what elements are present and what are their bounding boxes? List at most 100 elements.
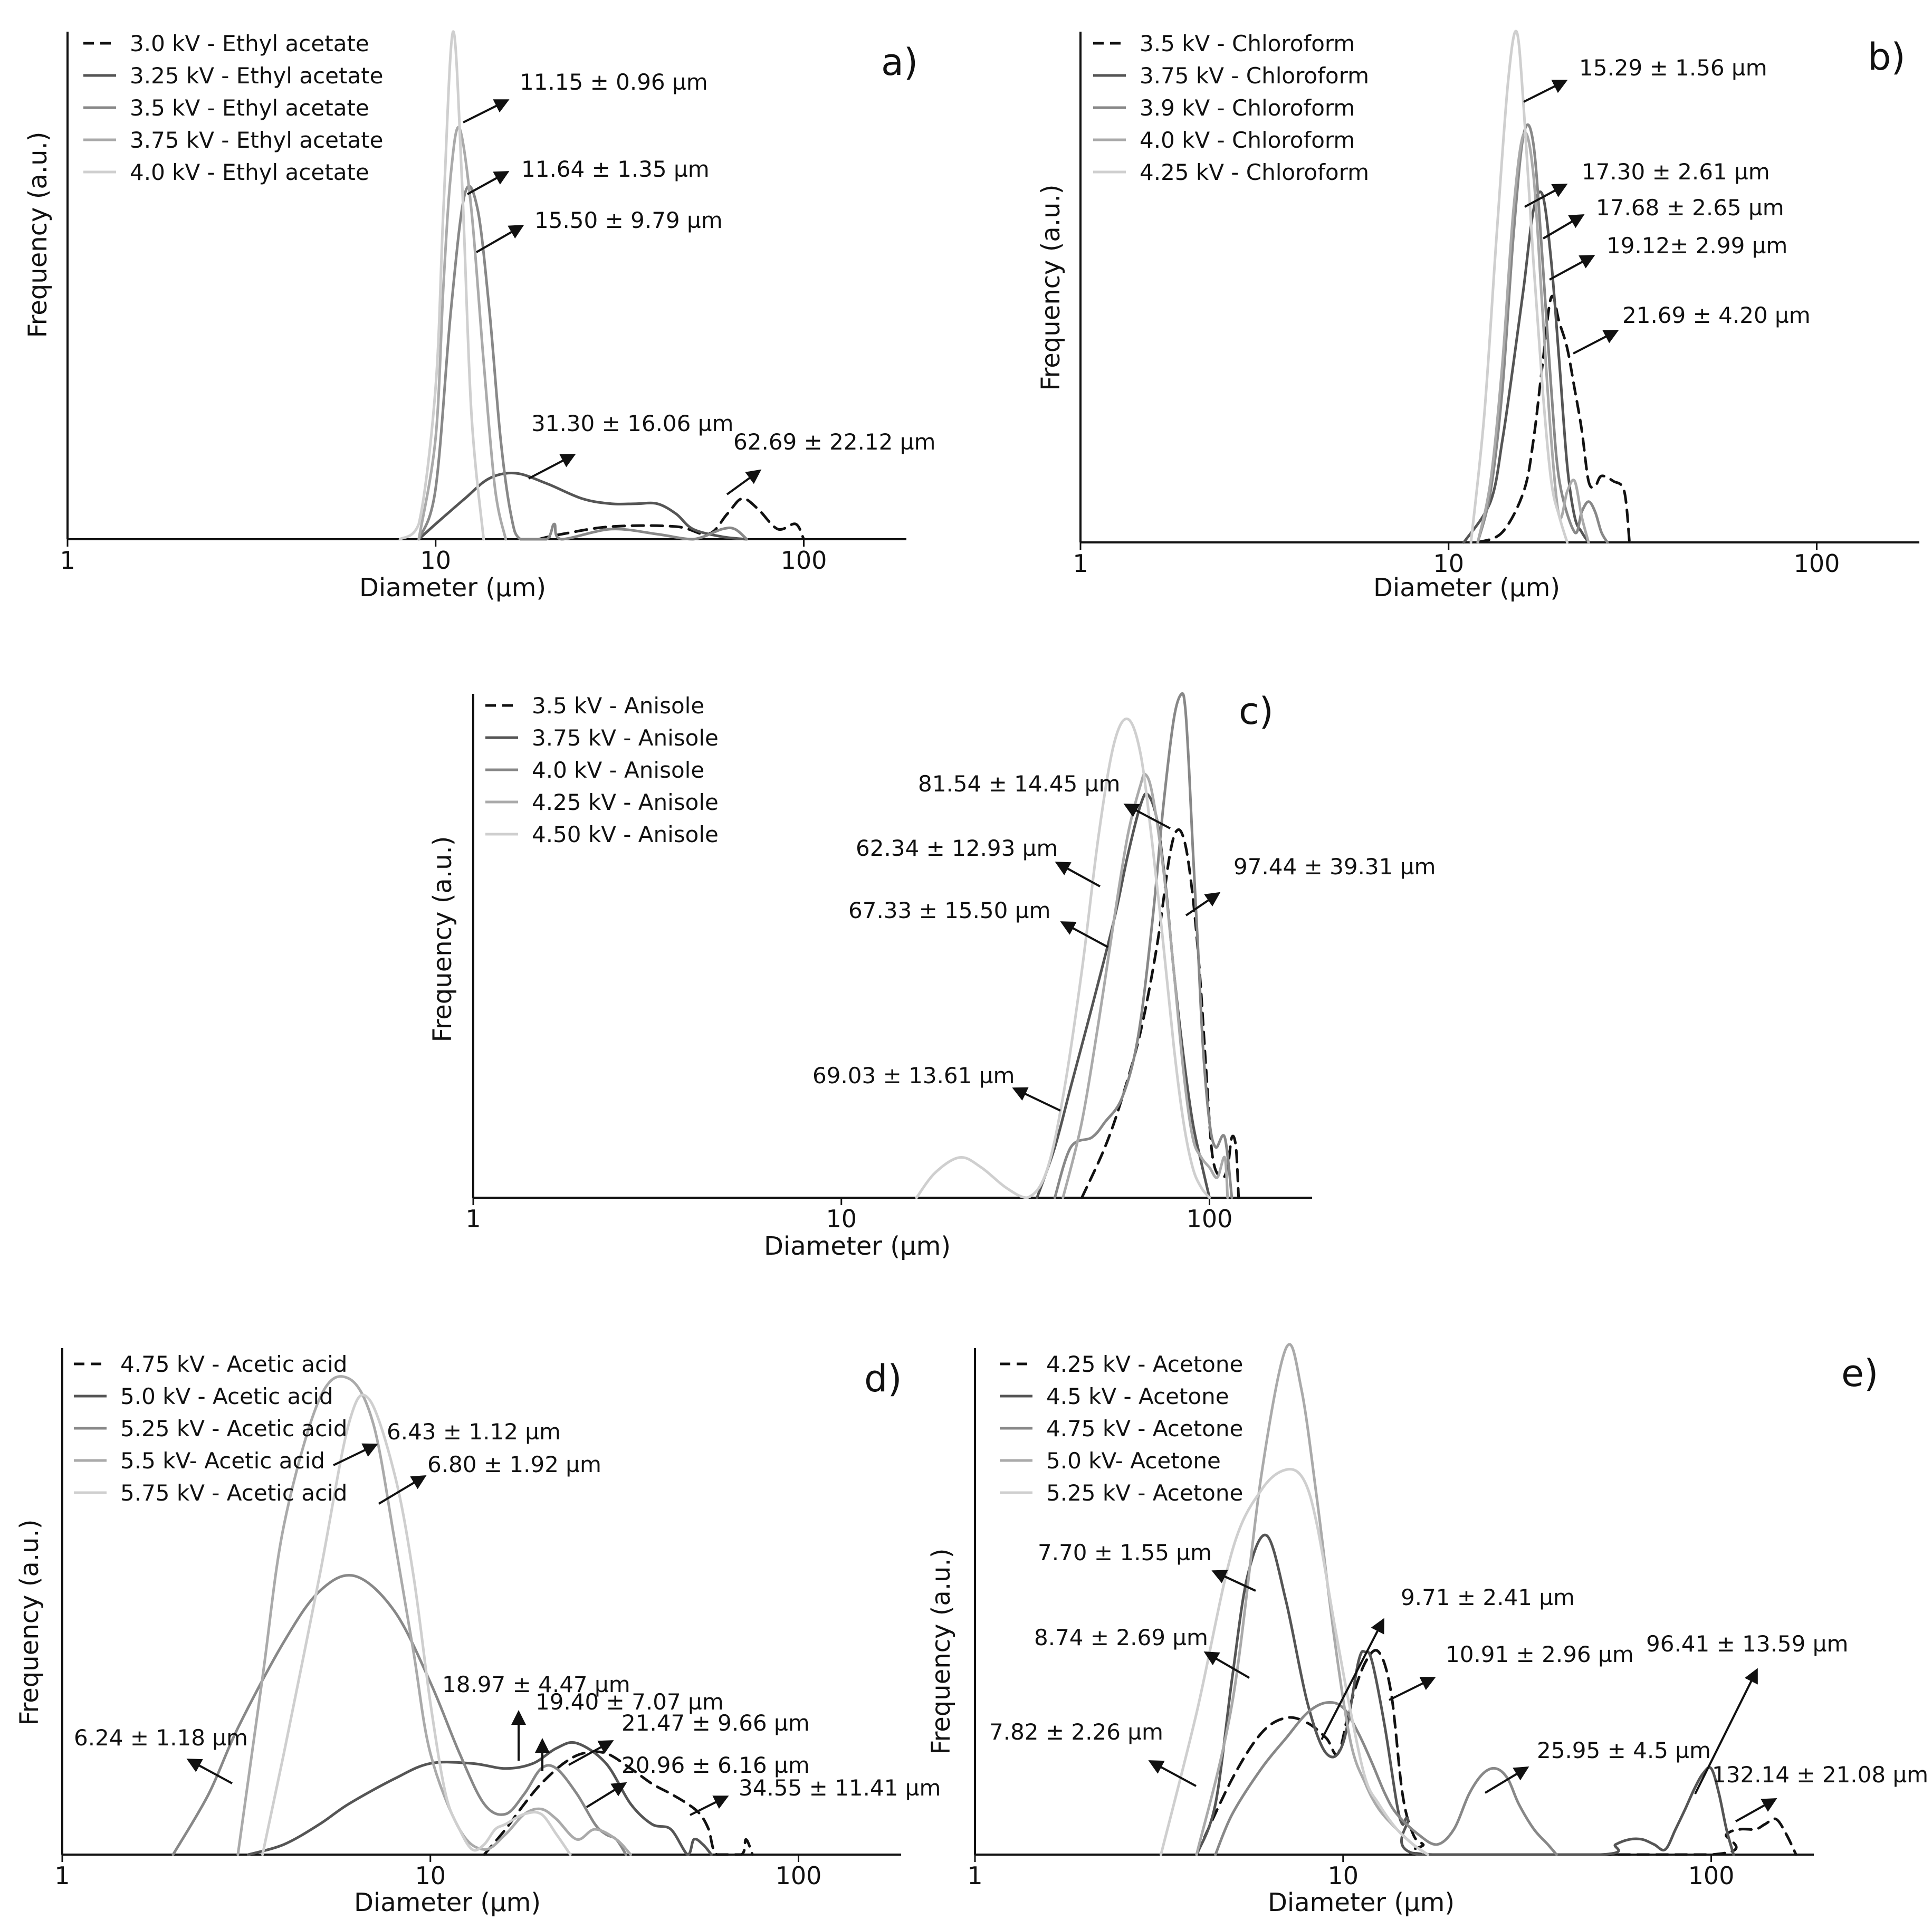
series-line — [1195, 1649, 1797, 1856]
series-line — [537, 497, 805, 541]
legend-label: 3.5 kV - Ethyl acetate — [130, 95, 369, 121]
data-label: 10.91 ± 2.96 µm — [1446, 1641, 1634, 1667]
annotation-arrow — [1523, 80, 1568, 103]
series-line — [1036, 792, 1211, 1199]
data-label: 20.96 ± 6.16 µm — [621, 1752, 810, 1778]
series-line — [261, 1393, 572, 1856]
series-line — [417, 185, 748, 541]
data-label: 19.40 ± 7.07 µm — [535, 1689, 724, 1715]
legend-label: 3.25 kV - Ethyl acetate — [130, 63, 383, 89]
data-label: 6.80 ± 1.92 µm — [427, 1451, 601, 1477]
data-label: 7.70 ± 1.55 µm — [1038, 1540, 1212, 1565]
data-label: 132.14 ± 21.08 µm — [1712, 1762, 1928, 1788]
data-label: 17.68 ± 2.65 µm — [1596, 195, 1784, 221]
annotation-arrow — [586, 1782, 627, 1808]
x-axis-label: Diameter (µm) — [764, 1231, 951, 1261]
x-tick-label: 1 — [967, 1861, 982, 1890]
annotation-arrow — [1055, 862, 1101, 887]
legend-label: 3.9 kV - Chloroform — [1140, 95, 1355, 121]
series-line — [1160, 1468, 1429, 1856]
x-tick-label: 1 — [1073, 549, 1088, 578]
data-label: 15.50 ± 9.79 µm — [534, 207, 723, 233]
legend-label: 4.0 kV - Anisole — [532, 757, 704, 783]
x-tick-label: 100 — [776, 1861, 822, 1890]
annotation-arrow — [726, 469, 762, 495]
annotation-arrow — [1549, 255, 1595, 281]
data-label: 21.69 ± 4.20 µm — [1622, 302, 1811, 328]
data-label: 11.64 ± 1.35 µm — [521, 156, 710, 182]
data-label: 19.12± 2.99 µm — [1606, 233, 1787, 259]
series-line — [247, 1741, 713, 1856]
legend-label: 4.25 kV - Anisole — [532, 789, 719, 815]
series-line — [417, 472, 748, 541]
annotation-arrow — [467, 171, 510, 195]
legend-label: 5.0 kV- Acetone — [1046, 1448, 1221, 1474]
legend-label: 3.75 kV - Anisole — [532, 725, 719, 751]
data-label: 17.30 ± 2.61 µm — [1582, 159, 1770, 185]
annotation-arrow — [333, 1443, 378, 1466]
series-line — [1476, 123, 1609, 544]
data-label: 6.43 ± 1.12 µm — [387, 1419, 561, 1445]
annotation-arrow — [528, 454, 576, 480]
data-label: 15.29 ± 1.56 µm — [1579, 55, 1767, 81]
legend-label: 5.25 kV - Acetone — [1046, 1480, 1243, 1506]
data-label: 62.69 ± 22.12 µm — [733, 429, 935, 455]
annotation-arrow — [1211, 1570, 1256, 1592]
series-line — [398, 30, 485, 541]
panel-c: 1 10 100 Diameter (µm) Frequency (a.u.) c) 3.5… — [428, 690, 1436, 1261]
series-line — [1053, 692, 1233, 1199]
data-label: 7.82 ± 2.26 µm — [989, 1719, 1163, 1745]
x-tick-label: 10 — [420, 546, 451, 575]
series-line — [1476, 131, 1590, 544]
series-line — [483, 1750, 754, 1856]
data-label: 97.44 ± 39.31 µm — [1233, 854, 1436, 880]
legend-label: 3.75 kV - Chloroform — [1140, 63, 1369, 89]
series-line — [1214, 1701, 1558, 1856]
annotation-arrow — [463, 99, 510, 123]
data-label: 62.34 ± 12.93 µm — [856, 835, 1058, 861]
annotation-arrow — [690, 1796, 729, 1816]
y-axis-label: Frequency (a.u.) — [1036, 184, 1066, 390]
x-tick-label: 1 — [465, 1205, 481, 1233]
data-label: 11.15 ± 0.96 µm — [520, 69, 708, 95]
series-line — [1195, 1343, 1429, 1856]
legend-label: 3.0 kV - Ethyl acetate — [130, 31, 369, 56]
data-label: 67.33 ± 15.50 µm — [848, 897, 1050, 923]
annotation-arrow — [1524, 184, 1568, 208]
data-label: 81.54 ± 14.45 µm — [918, 771, 1120, 797]
x-tick-label: 100 — [1688, 1861, 1735, 1890]
annotation-arrow — [1123, 804, 1171, 829]
panel-label: b) — [1868, 35, 1906, 79]
series-line — [1080, 828, 1240, 1199]
legend-label: 4.75 kV - Acetic acid — [120, 1351, 347, 1377]
panel-label: d) — [864, 1357, 902, 1400]
annotation-arrow — [1389, 1677, 1436, 1701]
annotation-arrow — [1148, 1760, 1197, 1787]
x-tick-label: 100 — [1794, 549, 1840, 578]
annotation-arrow — [1185, 892, 1221, 916]
legend-label: 4.25 kV - Acetone — [1046, 1351, 1243, 1377]
annotation-arrow — [1573, 330, 1619, 355]
data-label: 21.47 ± 9.66 µm — [621, 1710, 810, 1736]
y-axis-label: Frequency (a.u.) — [15, 1519, 44, 1725]
series-line — [1061, 772, 1229, 1199]
annotation-arrow — [378, 1475, 427, 1505]
legend-label: 5.5 kV- Acetic acid — [120, 1448, 325, 1474]
series-line — [915, 717, 1211, 1199]
annotation-arrow — [1542, 214, 1585, 240]
panel-label: a) — [881, 41, 918, 84]
legend-label: 3.75 kV - Ethyl acetate — [130, 127, 383, 153]
data-label: 69.03 ± 13.61 µm — [812, 1063, 1015, 1088]
legend-label: 5.25 kV - Acetic acid — [120, 1416, 347, 1441]
legend-label: 4.0 kV - Chloroform — [1140, 127, 1355, 153]
annotation-arrow — [476, 225, 524, 253]
panel-b: 1 10 100 Diameter (µm) Frequency (a.u.) b) 3.5… — [1036, 30, 1919, 603]
series-line — [1476, 294, 1631, 544]
x-axis-label: Diameter (µm) — [1373, 573, 1560, 603]
annotation-arrow — [568, 1740, 614, 1766]
x-axis-label: Diameter (µm) — [359, 573, 546, 603]
annotation-arrow — [1321, 1618, 1384, 1740]
x-axis-label: Diameter (µm) — [1268, 1888, 1455, 1917]
x-tick-label: 10 — [826, 1205, 857, 1233]
y-axis-label: Frequency (a.u.) — [23, 131, 53, 338]
